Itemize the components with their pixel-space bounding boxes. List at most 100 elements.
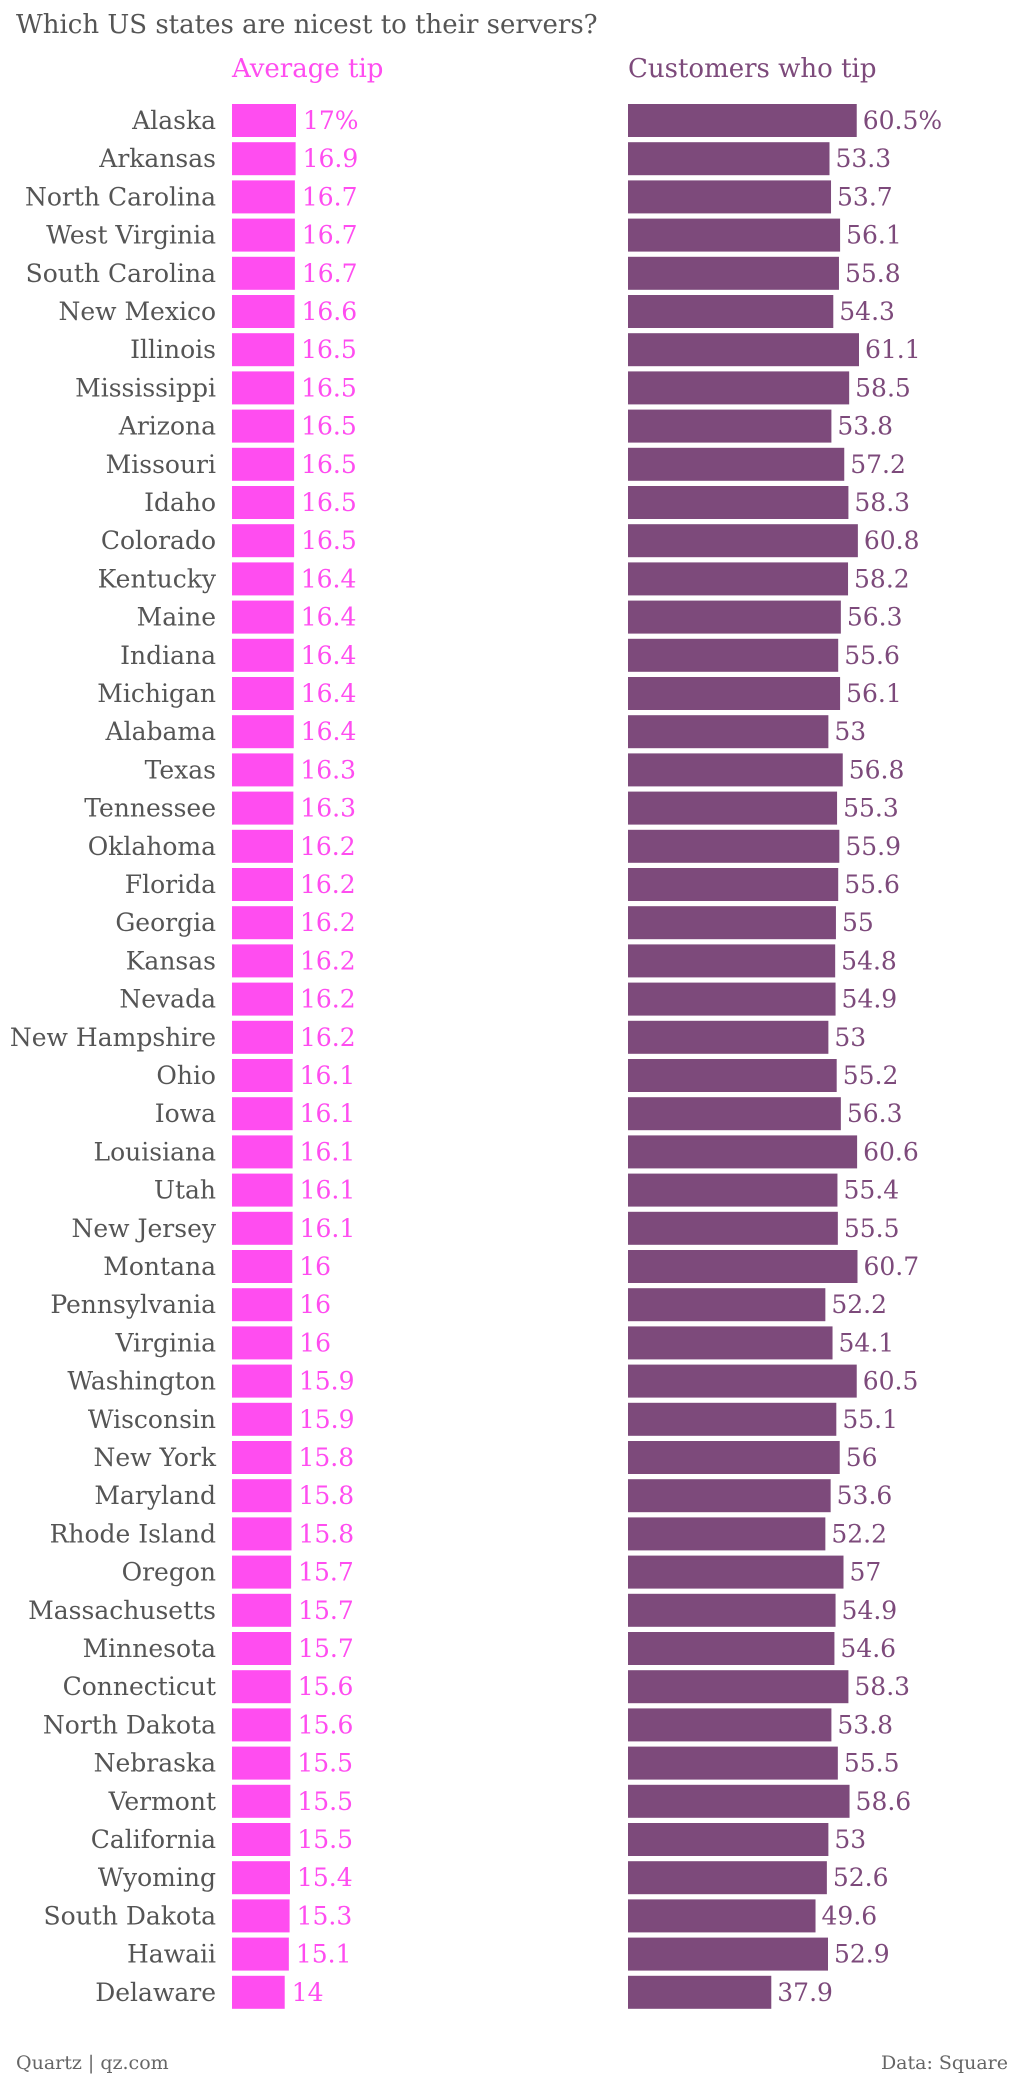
state-label: Mississippi — [75, 373, 216, 402]
customers-who-tip-value: 54.8 — [841, 946, 897, 975]
customers-who-tip-value: 60.8 — [864, 526, 920, 555]
customers-who-tip-bar — [628, 829, 840, 863]
average-tip-value: 16.5 — [301, 488, 357, 517]
average-tip-value: 15.1 — [296, 1940, 352, 1969]
state-label: Virginia — [114, 1328, 216, 1357]
state-label: Michigan — [97, 679, 216, 708]
customers-who-tip-bar — [628, 944, 836, 978]
customers-who-tip-bar — [628, 1975, 772, 2009]
average-tip-value: 15.9 — [299, 1367, 355, 1396]
average-tip-value: 15.7 — [298, 1558, 354, 1587]
average-tip-bar — [232, 256, 295, 290]
average-tip-value: 16.5 — [301, 450, 357, 479]
customers-who-tip-bar — [628, 1937, 828, 1971]
state-label: Idaho — [144, 488, 216, 517]
state-label: Wisconsin — [88, 1405, 216, 1434]
average-tip-value: 15.6 — [298, 1710, 354, 1739]
state-label: California — [91, 1825, 216, 1854]
customers-who-tip-value: 54.9 — [842, 985, 898, 1014]
state-label: Vermont — [108, 1787, 216, 1816]
state-label: New York — [94, 1443, 217, 1472]
average-tip-bar — [232, 142, 296, 176]
average-tip-value: 14 — [292, 1978, 324, 2007]
state-label: South Carolina — [26, 259, 217, 288]
average-tip-value: 15.4 — [297, 1863, 353, 1892]
state-label: Pennsylvania — [50, 1290, 216, 1319]
average-tip-value: 15.9 — [299, 1405, 355, 1434]
customers-who-tip-bar — [628, 524, 858, 558]
average-tip-value: 16.3 — [300, 794, 356, 823]
customers-who-tip-value: 60.5% — [863, 106, 942, 135]
customers-who-tip-value: 52.6 — [833, 1863, 889, 1892]
state-label: New Hampshire — [10, 1023, 216, 1052]
state-label: Indiana — [120, 641, 216, 670]
customers-who-tip-bar — [628, 906, 836, 940]
average-tip-bar — [232, 1288, 293, 1322]
average-tip-value: 16.3 — [300, 755, 356, 784]
state-label: Colorado — [101, 526, 216, 555]
average-tip-bar — [232, 524, 295, 558]
average-tip-bar — [232, 1899, 290, 1933]
average-tip-value: 15.8 — [298, 1481, 354, 1510]
customers-who-tip-bar — [628, 562, 849, 596]
state-label: Tennessee — [84, 794, 216, 823]
customers-who-tip-bar — [628, 1288, 826, 1322]
average-tip-bar — [232, 1135, 293, 1169]
customers-who-tip-bar — [628, 142, 830, 176]
customers-who-tip-value: 57 — [849, 1558, 881, 1587]
state-label: New Jersey — [71, 1214, 216, 1243]
customers-who-tip-bar — [628, 1441, 840, 1474]
state-label: Illinois — [130, 335, 216, 364]
customers-who-tip-value: 55.8 — [845, 259, 901, 288]
customers-who-tip-value: 55.6 — [844, 641, 900, 670]
state-label: Nebraska — [94, 1749, 217, 1778]
average-tip-value: 16.4 — [301, 679, 357, 708]
average-tip-bar — [232, 944, 293, 978]
average-tip-value: 15.7 — [298, 1596, 354, 1625]
customers-who-tip-value: 60.6 — [863, 1137, 919, 1166]
customers-who-tip-bar — [628, 1784, 850, 1818]
average-tip-value: 16 — [299, 1328, 331, 1357]
customers-who-tip-bar — [628, 1135, 858, 1169]
customers-who-tip-value: 58.2 — [854, 564, 910, 593]
average-tip-bar — [232, 982, 293, 1016]
customers-who-tip-value: 58.3 — [854, 1672, 910, 1701]
customers-who-tip-value: 58.3 — [854, 488, 910, 517]
average-tip-value: 15.8 — [298, 1443, 354, 1472]
average-tip-value: 16.2 — [300, 1023, 356, 1052]
state-label: Missouri — [106, 450, 216, 479]
average-tip-bar — [232, 1211, 293, 1245]
average-tip-bar — [232, 371, 295, 405]
average-tip-bar — [232, 1479, 292, 1513]
customers-who-tip-bar — [628, 638, 839, 672]
customers-who-tip-bar — [628, 409, 832, 443]
average-tip-bar — [232, 1861, 290, 1895]
customers-who-tip-bar — [628, 715, 829, 749]
state-label: Nevada — [119, 985, 216, 1014]
customers-who-tip-bar — [628, 486, 849, 519]
state-label: Oklahoma — [88, 832, 216, 861]
data-source: Data: Square — [880, 2052, 1008, 2074]
average-tip-bar — [232, 638, 294, 672]
customers-who-tip-value: 55.4 — [843, 1176, 899, 1205]
average-tip-value: 16.4 — [301, 641, 357, 670]
average-tip-value: 15.8 — [298, 1519, 354, 1548]
average-tip-bar — [232, 180, 295, 214]
customers-who-tip-value: 61.1 — [865, 335, 921, 364]
customers-who-tip-value: 53.3 — [836, 144, 892, 173]
customers-who-tip-bar — [628, 1059, 837, 1092]
average-tip-bar — [232, 868, 293, 901]
average-tip-bar — [232, 1555, 292, 1589]
customers-who-tip-value: 49.6 — [822, 1901, 878, 1930]
customers-who-tip-value: 58.5 — [855, 373, 911, 402]
average-tip-value: 15.5 — [297, 1749, 353, 1778]
average-tip-bar — [232, 829, 293, 863]
customers-who-tip-bar — [628, 677, 841, 710]
average-tip-bar — [232, 1746, 291, 1780]
average-tip-bar — [232, 104, 296, 137]
customers-who-tip-value: 55.5 — [844, 1749, 900, 1778]
average-tip-value: 15.7 — [298, 1634, 354, 1663]
average-tip-bar — [232, 1020, 293, 1054]
state-label: Georgia — [115, 908, 216, 937]
